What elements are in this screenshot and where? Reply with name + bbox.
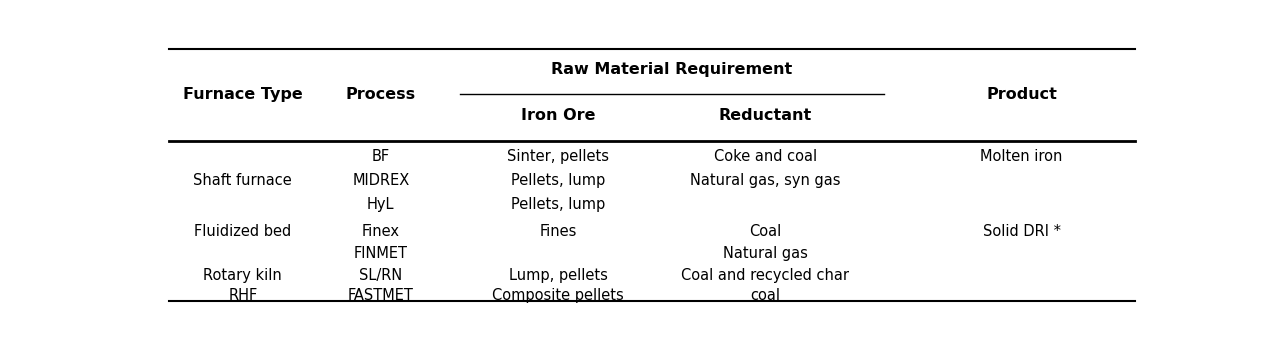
Text: Pellets, lump: Pellets, lump: [511, 197, 605, 212]
Text: coal: coal: [750, 288, 780, 302]
Text: Lump, pellets: Lump, pellets: [509, 268, 608, 283]
Text: FINMET: FINMET: [354, 246, 408, 261]
Text: Solid DRI *: Solid DRI *: [982, 225, 1061, 239]
Text: Sinter, pellets: Sinter, pellets: [508, 149, 609, 164]
Text: Composite pellets: Composite pellets: [492, 288, 625, 302]
Text: Product: Product: [986, 87, 1057, 103]
Text: RHF: RHF: [228, 288, 257, 302]
Text: Molten iron: Molten iron: [981, 149, 1063, 164]
Text: Furnace Type: Furnace Type: [183, 87, 303, 103]
Text: Finex: Finex: [361, 225, 399, 239]
Text: FASTMET: FASTMET: [347, 288, 413, 302]
Text: Rotary kiln: Rotary kiln: [204, 268, 282, 283]
Text: Fluidized bed: Fluidized bed: [195, 225, 291, 239]
Text: Fines: Fines: [539, 225, 577, 239]
Text: Pellets, lump: Pellets, lump: [511, 173, 605, 188]
Text: SL/RN: SL/RN: [359, 268, 402, 283]
Text: BF: BF: [371, 149, 389, 164]
Text: Coal: Coal: [749, 225, 781, 239]
Text: MIDREX: MIDREX: [352, 173, 410, 188]
Text: Reductant: Reductant: [719, 108, 812, 123]
Text: Shaft furnace: Shaft furnace: [193, 173, 293, 188]
Text: Natural gas: Natural gas: [722, 246, 808, 261]
Text: HyL: HyL: [368, 197, 394, 212]
Text: Iron Ore: Iron Ore: [522, 108, 595, 123]
Text: Natural gas, syn gas: Natural gas, syn gas: [689, 173, 841, 188]
Text: Raw Material Requirement: Raw Material Requirement: [551, 62, 792, 77]
Text: Coke and coal: Coke and coal: [714, 149, 817, 164]
Text: Process: Process: [346, 87, 416, 103]
Text: Coal and recycled char: Coal and recycled char: [682, 268, 850, 283]
